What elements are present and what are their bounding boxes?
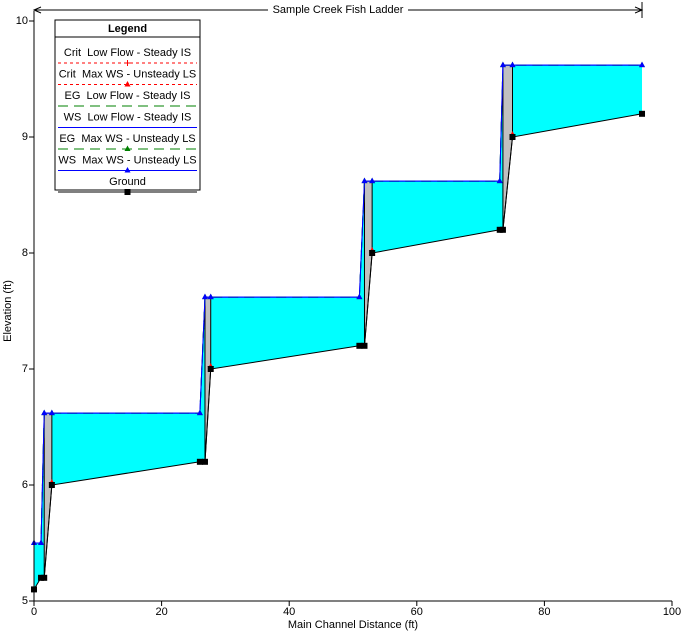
marker xyxy=(124,60,131,66)
marker xyxy=(361,177,368,184)
x-tick-label: 80 xyxy=(538,606,550,618)
y-tick-label: 9 xyxy=(22,131,28,143)
marker xyxy=(48,482,55,488)
legend-label: Crit Low Flow - Steady IS xyxy=(64,47,191,59)
marker xyxy=(369,250,376,256)
marker xyxy=(41,574,48,581)
marker xyxy=(38,574,45,581)
x-tick-label: 0 xyxy=(31,606,37,618)
marker xyxy=(496,177,503,184)
marker xyxy=(509,134,516,140)
marker xyxy=(496,226,503,233)
marker xyxy=(48,409,55,416)
marker xyxy=(356,342,363,349)
y-tick-label: 7 xyxy=(22,363,28,375)
marker xyxy=(639,61,646,68)
marker xyxy=(124,81,131,87)
y-tick-label: 5 xyxy=(22,595,28,607)
marker xyxy=(369,177,376,184)
y-tick-label: 6 xyxy=(22,479,28,491)
legend-label: Ground xyxy=(109,176,146,188)
y-tick-label: 8 xyxy=(22,247,28,259)
marker xyxy=(499,61,506,68)
annotation-label: Sample Creek Fish Ladder xyxy=(273,4,404,16)
marker xyxy=(201,293,208,300)
legend-label: WS Low Flow - Steady IS xyxy=(64,111,192,123)
marker xyxy=(639,110,646,117)
marker xyxy=(356,293,363,300)
marker xyxy=(196,409,203,416)
marker xyxy=(41,409,48,416)
legend-box xyxy=(54,19,201,191)
marker xyxy=(38,539,45,545)
marker xyxy=(201,458,208,465)
marker xyxy=(509,61,516,68)
marker xyxy=(207,293,214,300)
legend-label: WS Max WS - Unsteady LS xyxy=(58,154,196,166)
legend-label: EG Max WS - Unsteady LS xyxy=(59,133,195,145)
y-axis-label: Elevation (ft) xyxy=(2,280,14,342)
x-tick-label: 20 xyxy=(155,606,167,618)
annotation-bg xyxy=(268,3,409,17)
x-tick-label: 40 xyxy=(283,606,295,618)
marker xyxy=(207,366,214,372)
legend-label: EG Low Flow - Steady IS xyxy=(65,90,191,102)
marker xyxy=(499,226,506,233)
water-fill xyxy=(34,65,643,590)
marker xyxy=(361,342,368,349)
marker xyxy=(124,167,131,173)
x-tick-label: 100 xyxy=(663,606,681,618)
x-tick-label: 60 xyxy=(411,606,423,618)
marker xyxy=(124,145,131,151)
legend-label: Crit Max WS - Unsteady LS xyxy=(59,68,197,80)
legend-title: Legend xyxy=(108,23,147,35)
marker xyxy=(196,458,203,465)
marker xyxy=(124,189,131,195)
x-axis-label: Main Channel Distance (ft) xyxy=(288,619,418,631)
y-tick-label: 10 xyxy=(16,15,28,27)
